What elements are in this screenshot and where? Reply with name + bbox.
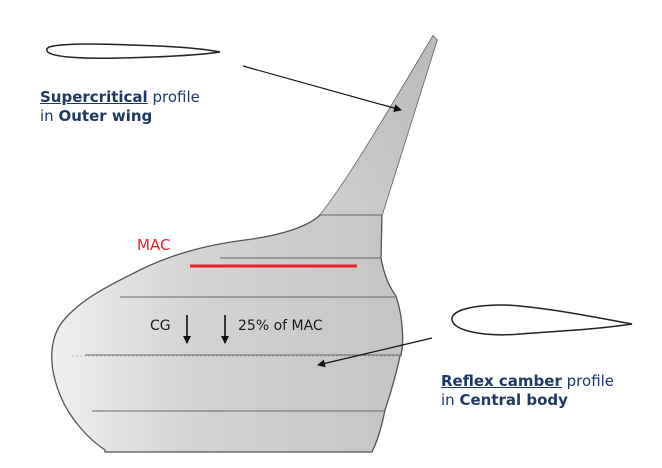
outer-wing-suffix: profile: [152, 88, 200, 106]
central-body-suffix: profile: [566, 372, 615, 390]
outer-wing-label: Supercritical profile in Outer wing: [40, 88, 200, 126]
central-body-text: Central body: [459, 391, 568, 409]
central-body-label: Reflex camber profile in Central body: [441, 372, 614, 410]
supercritical-airfoil: [46, 43, 221, 59]
central-body-leader-arrow: [317, 337, 433, 368]
reflex-camber-airfoil: [451, 304, 633, 336]
outer-wing-prefix: in: [40, 107, 54, 125]
outer-wing-text: Outer wing: [58, 107, 153, 125]
mac-label: MAC: [137, 236, 171, 254]
supercritical-term: Supercritical: [40, 88, 148, 106]
wing-planform: [51, 34, 438, 453]
central-body-prefix: in: [441, 391, 455, 409]
outer-wing-panel: [320, 36, 437, 215]
cg-label: CG: [150, 318, 171, 334]
reflex-camber-term: Reflex camber: [441, 372, 562, 390]
mac25-label: 25% of MAC: [238, 318, 323, 334]
outer-wing-leader-arrow: [242, 65, 402, 112]
